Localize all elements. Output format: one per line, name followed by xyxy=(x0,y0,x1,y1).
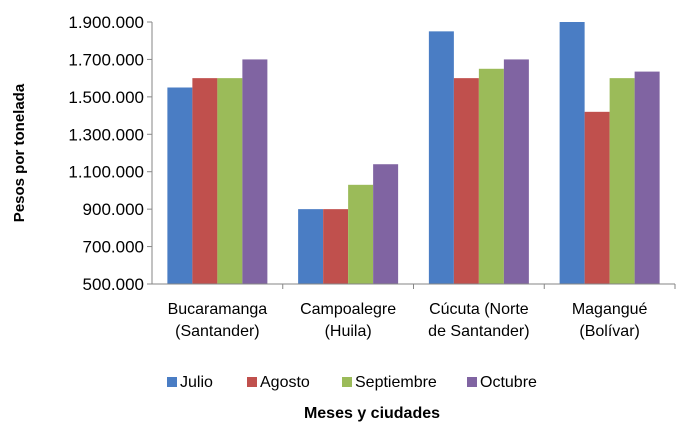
bars xyxy=(167,22,660,285)
y-tick-label: 700.000 xyxy=(83,238,144,257)
legend-label-agosto: Agosto xyxy=(260,374,310,391)
bar-julio xyxy=(298,209,324,284)
bar-agosto xyxy=(584,111,610,284)
bar-septiembre xyxy=(217,78,243,285)
bar-octubre xyxy=(503,59,529,284)
x-tick-label: Campoalegre xyxy=(300,301,396,318)
x-axis-labels: Bucaramanga (Santander) Campoalegre (Huila)… xyxy=(168,284,676,340)
legend-swatch-agosto xyxy=(247,377,257,387)
legend: Julio Agosto Septiembre Octubre xyxy=(167,374,537,391)
y-axis-label: Pesos por tonelada xyxy=(11,83,28,222)
bar-agosto xyxy=(323,209,349,284)
x-axis-label: Meses y ciudades xyxy=(304,405,440,422)
x-tick-label: Magangué xyxy=(572,301,648,318)
x-tick-label: (Bolívar) xyxy=(579,323,639,340)
bar-octubre xyxy=(242,59,268,284)
bar-agosto xyxy=(192,78,218,285)
legend-swatch-septiembre xyxy=(342,377,352,387)
x-tick-label: (Santander) xyxy=(175,323,260,340)
x-tick-label: (Huila) xyxy=(325,323,372,340)
x-tick-label: de Santander) xyxy=(428,323,529,340)
y-axis-ticks: 500.000 700.000 900.000 1.100.000 1.300.000 1… xyxy=(68,13,152,294)
y-tick-label: 1.100.000 xyxy=(68,163,144,182)
legend-swatch-julio xyxy=(167,377,177,387)
bar-octubre xyxy=(634,71,660,284)
legend-label-julio: Julio xyxy=(180,374,213,391)
y-tick-label: 1.300.000 xyxy=(68,125,144,144)
y-tick-label: 1.700.000 xyxy=(68,50,144,69)
legend-label-septiembre: Septiembre xyxy=(355,374,437,391)
legend-swatch-octubre xyxy=(467,377,477,387)
legend-label-octubre: Octubre xyxy=(480,374,537,391)
y-tick-label: 1.900.000 xyxy=(68,13,144,32)
bar-agosto xyxy=(453,78,479,285)
y-tick-label: 900.000 xyxy=(83,200,144,219)
bar-septiembre xyxy=(609,78,635,285)
bar-julio xyxy=(167,87,193,284)
bar-septiembre xyxy=(348,184,374,284)
y-tick-label: 500.000 xyxy=(83,275,144,294)
y-tick-label: 1.500.000 xyxy=(68,88,144,107)
x-tick-label: Cúcuta (Norte xyxy=(429,301,529,318)
bar-julio xyxy=(559,22,585,284)
bar-octubre xyxy=(373,164,399,284)
x-tick-label: Bucaramanga xyxy=(168,301,268,318)
bar-septiembre xyxy=(478,68,504,285)
bar-julio xyxy=(428,31,454,284)
